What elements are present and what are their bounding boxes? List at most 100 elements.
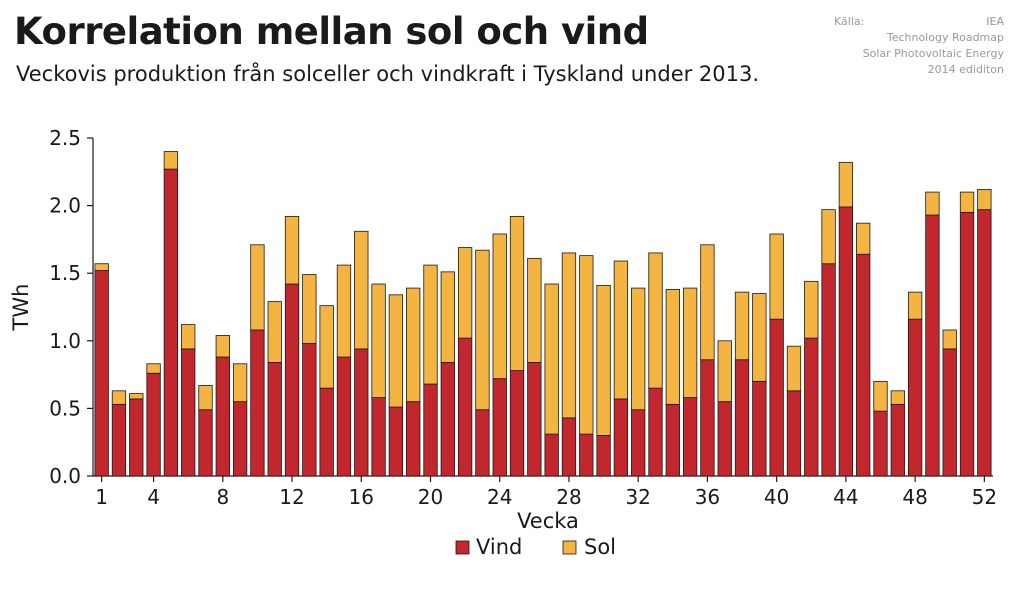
- bar-sol: [648, 252, 663, 389]
- source-line: 2014 ediditon: [927, 63, 1004, 76]
- legend-label-sol: Sol: [584, 535, 616, 559]
- bar-vind: [163, 168, 179, 477]
- bar-sol: [786, 345, 802, 392]
- bar-vind: [942, 348, 957, 477]
- bar-vind: [631, 409, 646, 477]
- chart-subtitle: Veckovis produktion från solceller och v…: [16, 62, 760, 86]
- bar-sol: [527, 257, 542, 363]
- bar-sol: [682, 287, 698, 398]
- bar-sol: [267, 301, 282, 363]
- bar-vind: [700, 359, 715, 477]
- bar-sol: [561, 252, 577, 419]
- bar-vind: [665, 403, 680, 477]
- bar-sol: [215, 334, 230, 358]
- bar-sol: [336, 264, 352, 358]
- bar-vind: [319, 387, 334, 477]
- bar-vind: [492, 378, 507, 477]
- bar-sol: [821, 209, 836, 265]
- bar-sol: [890, 390, 905, 405]
- bar-vind: [959, 211, 975, 477]
- bar-vind: [440, 362, 455, 477]
- y-tick-label: 0.5: [49, 396, 81, 420]
- bar-vind: [215, 356, 230, 477]
- x-tick-label: 24: [487, 485, 512, 509]
- bar-vind: [907, 318, 923, 477]
- x-tick-label: 4: [147, 485, 160, 509]
- source-line: Technology Roadmap: [886, 31, 1004, 44]
- x-tick-label: 32: [625, 485, 650, 509]
- bar-sol: [457, 247, 473, 339]
- bar-sol: [371, 283, 386, 398]
- bar-sol: [354, 230, 369, 350]
- bar-sol: [440, 271, 455, 363]
- x-tick-label: 1: [95, 485, 108, 509]
- bar-vind: [388, 406, 404, 477]
- bar-sol: [388, 294, 404, 408]
- bar-sol: [959, 191, 975, 213]
- bar-vind: [769, 318, 784, 477]
- bar-sol: [977, 188, 992, 211]
- bar-sol: [804, 280, 819, 339]
- y-axis-title: TWh: [9, 284, 33, 332]
- bar-sol: [111, 390, 127, 405]
- bar-sol: [475, 249, 490, 411]
- bar-vind: [371, 397, 386, 477]
- bar-sol: [302, 274, 317, 344]
- y-tick-label: 2.0: [49, 194, 81, 218]
- bar-sol: [717, 340, 732, 403]
- bar-vind: [838, 206, 854, 477]
- y-tick-label: 1.5: [49, 261, 81, 285]
- bar-sol: [596, 284, 611, 436]
- bar-vind: [786, 390, 802, 477]
- bar-sol: [423, 264, 438, 385]
- bar-sol: [579, 255, 594, 435]
- bar-sol: [942, 329, 957, 350]
- y-tick-label: 2.5: [49, 126, 81, 150]
- bar-sol: [284, 216, 300, 285]
- bar-sol: [319, 305, 334, 389]
- x-tick-label: 52: [972, 485, 997, 509]
- x-tick-label: 44: [833, 485, 858, 509]
- bar-vind: [873, 410, 888, 477]
- bar-vind: [821, 263, 836, 477]
- bar-vind: [561, 417, 577, 477]
- bar-vind: [457, 337, 473, 477]
- bar-sol: [631, 287, 646, 411]
- bar-vind: [129, 398, 144, 477]
- bar-vind: [111, 403, 127, 477]
- bar-sol: [492, 233, 507, 380]
- bar-vind: [804, 337, 819, 477]
- y-tick-label: 0.0: [49, 464, 81, 488]
- bar-vind: [613, 398, 629, 477]
- bar-sol: [181, 324, 196, 350]
- legend-swatch-sol: [562, 540, 577, 555]
- bar-sol: [146, 363, 161, 374]
- bar-sol: [907, 291, 923, 320]
- x-tick-label: 36: [695, 485, 720, 509]
- legend-swatch-vind: [455, 540, 470, 555]
- source-line: Solar Photovoltaic Energy: [862, 47, 1004, 60]
- bar-vind: [544, 433, 559, 477]
- bar-sol: [665, 289, 680, 405]
- source-note: Källa: IEA Technology Roadmap Solar Phot…: [834, 14, 1004, 78]
- bar-vind: [94, 270, 109, 477]
- bar-vind: [579, 433, 594, 477]
- bar-sol: [94, 263, 109, 271]
- bar-sol: [838, 161, 854, 208]
- bar-vind: [925, 214, 940, 477]
- x-tick-label: 12: [279, 485, 304, 509]
- bar-sol: [198, 385, 213, 411]
- x-tick-label: 28: [556, 485, 581, 509]
- bar-vind: [648, 387, 663, 477]
- bar-vind: [284, 283, 300, 477]
- bar-sol: [734, 291, 750, 361]
- bar-vind: [977, 209, 992, 477]
- bar-sol: [250, 244, 265, 331]
- source-org: IEA: [986, 15, 1004, 28]
- x-tick-label: 8: [216, 485, 229, 509]
- bar-sol: [163, 151, 179, 170]
- bar-vind: [302, 343, 317, 477]
- bar-vind: [406, 401, 421, 477]
- bar-sol: [752, 293, 767, 382]
